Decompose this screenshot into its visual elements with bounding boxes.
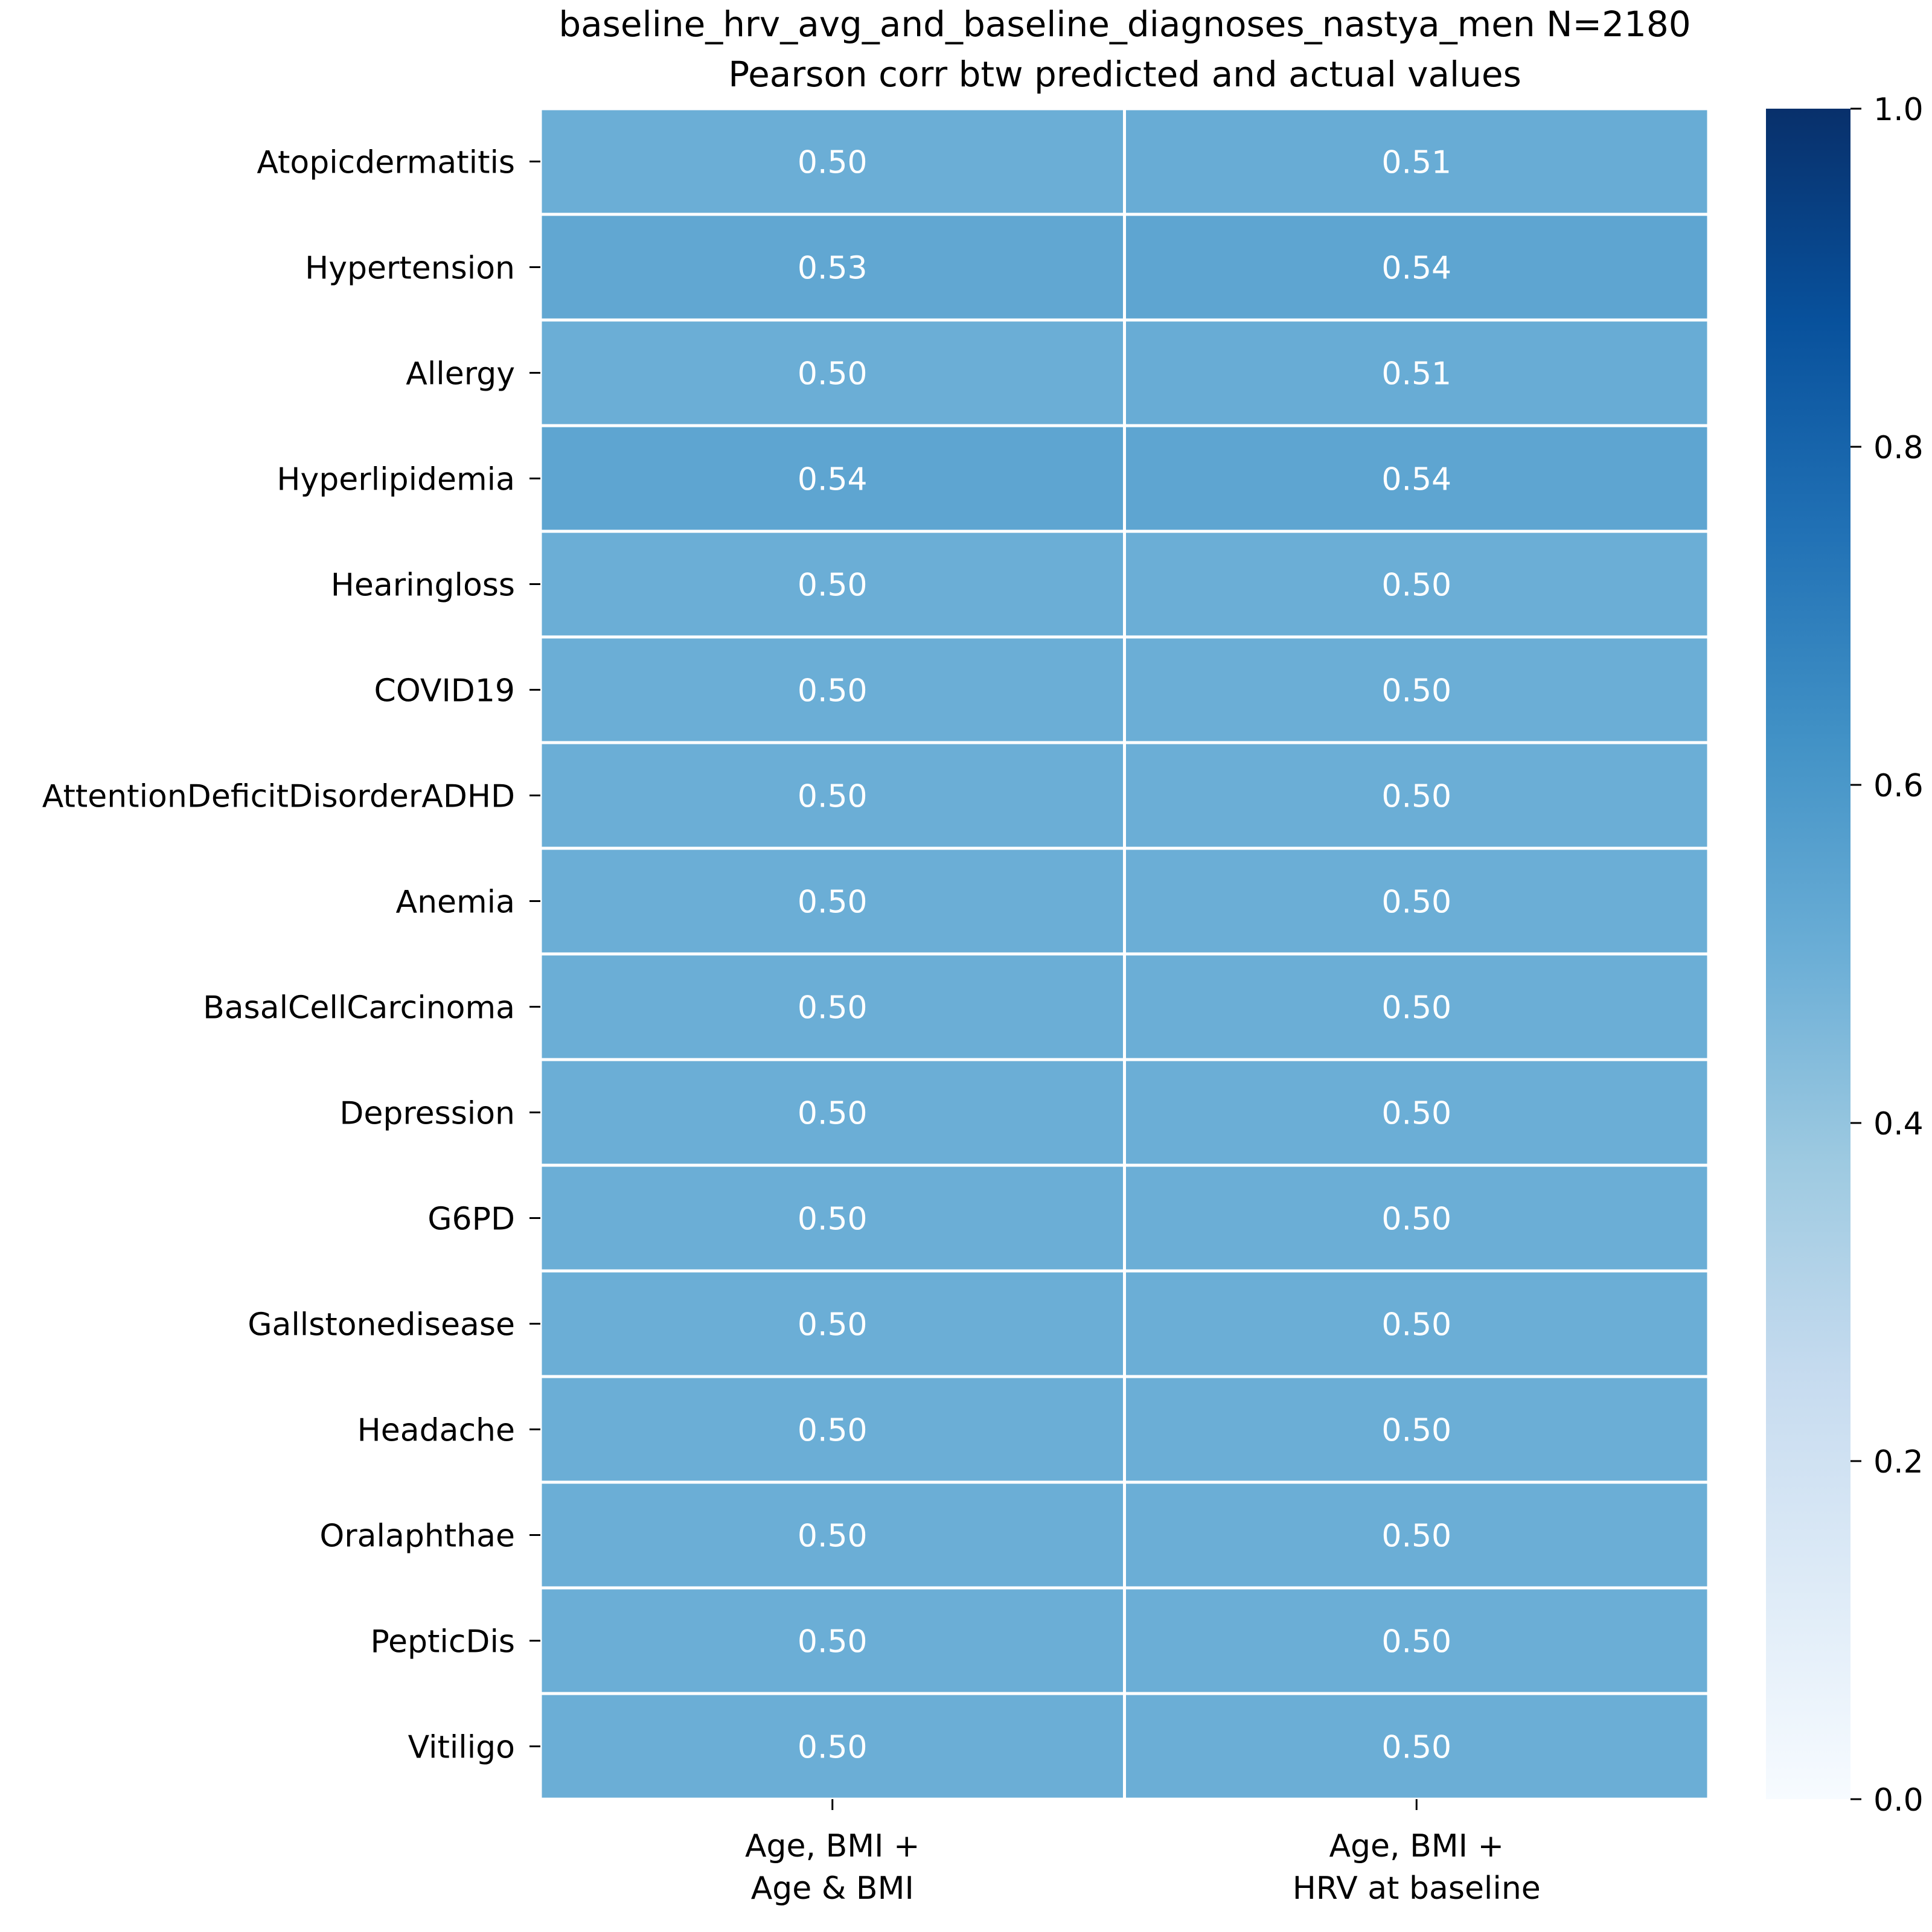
heatmap-cell xyxy=(539,1692,1126,1801)
colorbar-ticks: 0.0 0.2 0.4 0.6 0.8 1.0 xyxy=(1850,92,1924,1818)
cell-value-label: 0.50 xyxy=(1381,1518,1451,1555)
row-label: Oralaphthae xyxy=(319,1518,515,1555)
cell-value-label: 0.50 xyxy=(1381,1624,1451,1660)
colorbar-tick-label: 0.0 xyxy=(1873,1782,1924,1818)
row-label: G6PD xyxy=(427,1201,515,1238)
cell-value-label: 0.50 xyxy=(798,779,868,815)
colorbar xyxy=(1766,109,1850,1799)
cell-value-label: 0.50 xyxy=(798,1518,868,1555)
heatmap-cell xyxy=(1123,846,1710,956)
row-label: Headache xyxy=(357,1413,515,1449)
heatmap-cell xyxy=(539,1375,1126,1484)
heatmap-cell xyxy=(1123,1375,1710,1484)
heatmap-cell xyxy=(1123,1163,1710,1273)
heatmap-cell xyxy=(539,1163,1126,1273)
heatmap-cell xyxy=(539,213,1126,322)
cell-value-label: 0.50 xyxy=(1381,1307,1451,1343)
cell-value-label: 0.50 xyxy=(798,673,868,709)
cell-value-label: 0.50 xyxy=(798,884,868,921)
column-label-line1: Age, BMI + xyxy=(1329,1828,1504,1864)
cell-value-label: 0.50 xyxy=(798,1730,868,1766)
heatmap-cell xyxy=(1123,1058,1710,1167)
colorbar-tick-label: 0.4 xyxy=(1873,1106,1924,1142)
row-label: Hyperlipidemia xyxy=(277,462,515,498)
column-labels: Age, BMI + Age & BMI Age, BMI + HRV at base… xyxy=(745,1799,1541,1907)
row-label: PepticDis xyxy=(370,1624,515,1660)
column-label-line2: Age & BMI xyxy=(751,1870,914,1907)
row-label: Allergy xyxy=(406,356,515,392)
row-label: Anemia xyxy=(396,884,516,921)
row-label: Atopicdermatitis xyxy=(257,145,515,181)
cell-value-label: 0.50 xyxy=(1381,884,1451,921)
cell-value-label: 0.51 xyxy=(1381,356,1451,392)
row-label: Gallstonedisease xyxy=(248,1307,515,1343)
cell-value-label: 0.54 xyxy=(1381,251,1451,287)
chart-title-line1: baseline_hrv_avg_and_baseline_diagnoses_… xyxy=(558,4,1690,45)
cell-value-label: 0.54 xyxy=(798,462,868,498)
heatmap-cell xyxy=(1123,1269,1710,1378)
heatmap-cell xyxy=(1123,635,1710,744)
row-label: Hearingloss xyxy=(331,568,515,604)
cell-value-label: 0.50 xyxy=(798,990,868,1026)
colorbar-tick-label: 1.0 xyxy=(1873,92,1924,128)
cell-value-label: 0.50 xyxy=(798,1307,868,1343)
heatmap-cell xyxy=(539,1586,1126,1695)
cell-value-label: 0.50 xyxy=(1381,673,1451,709)
colorbar-tick-label: 0.2 xyxy=(1873,1444,1924,1480)
heatmap-cell xyxy=(1123,952,1710,1061)
row-label: AttentionDeficitDisorderADHD xyxy=(42,779,515,815)
heatmap-cell xyxy=(539,107,1126,216)
cell-value-label: 0.51 xyxy=(1381,145,1451,181)
cell-value-label: 0.53 xyxy=(798,251,868,287)
cell-value-label: 0.50 xyxy=(1381,1096,1451,1132)
heatmap-cell xyxy=(1123,1586,1710,1695)
cell-value-label: 0.50 xyxy=(1381,1730,1451,1766)
cell-value-label: 0.50 xyxy=(1381,568,1451,604)
column-label-line1: Age, BMI + xyxy=(745,1828,920,1864)
cell-value-label: 0.50 xyxy=(798,145,868,181)
heatmap-cell xyxy=(539,1058,1126,1167)
heatmap-cell xyxy=(539,1480,1126,1590)
heatmap-cell xyxy=(1123,741,1710,850)
cell-value-label: 0.50 xyxy=(798,1096,868,1132)
row-label: Hypertension xyxy=(305,251,515,287)
heatmap-cell xyxy=(1123,424,1710,533)
row-label: Depression xyxy=(339,1096,515,1132)
cell-value-label: 0.50 xyxy=(798,568,868,604)
chart-title-line2: Pearson corr btw predicted and actual va… xyxy=(728,54,1521,95)
heatmap-cell xyxy=(1123,107,1710,216)
cell-value-label: 0.50 xyxy=(1381,1413,1451,1449)
row-label: Vitiligo xyxy=(408,1730,515,1766)
heatmap-cell xyxy=(1123,1480,1710,1590)
cell-value-label: 0.50 xyxy=(1381,990,1451,1026)
cell-value-label: 0.50 xyxy=(1381,779,1451,815)
heatmap-cells: 0.50 0.51 0.53 0.54 0.50 0.51 0.54 0.54 0.50 0.50… xyxy=(539,107,1710,1801)
cell-value-label: 0.50 xyxy=(798,1201,868,1238)
cell-value-label: 0.50 xyxy=(798,356,868,392)
row-label: BasalCellCarcinoma xyxy=(203,990,515,1026)
colorbar-tick-label: 0.8 xyxy=(1873,430,1924,466)
cell-value-label: 0.50 xyxy=(798,1624,868,1660)
heatmap-cell xyxy=(1123,213,1710,322)
heatmap-cell xyxy=(1123,529,1710,639)
heatmap-cell xyxy=(539,1269,1126,1378)
heatmap-cell xyxy=(1123,318,1710,427)
colorbar-tick-label: 0.6 xyxy=(1873,768,1924,804)
column-label-line2: HRV at baseline xyxy=(1293,1870,1541,1907)
row-labels: Atopicdermatitis Hypertension Allergy Hyper… xyxy=(42,145,540,1766)
cell-value-label: 0.50 xyxy=(798,1413,868,1449)
cell-value-label: 0.54 xyxy=(1381,462,1451,498)
cell-value-label: 0.50 xyxy=(1381,1201,1451,1238)
row-label: COVID19 xyxy=(374,673,515,709)
